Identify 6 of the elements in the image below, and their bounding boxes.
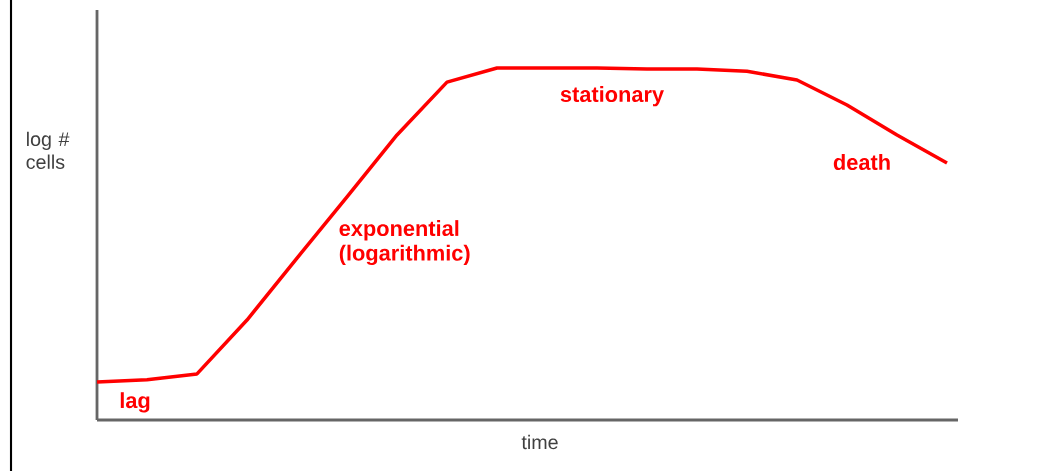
annotation: stationary <box>560 86 664 107</box>
annotation: lag <box>120 392 150 413</box>
y-axis-title: log # cells <box>26 131 70 169</box>
annotation: exponential (logarithmic) <box>339 220 470 266</box>
annotation: death <box>833 154 890 171</box>
x-axis-title: time <box>521 434 558 450</box>
